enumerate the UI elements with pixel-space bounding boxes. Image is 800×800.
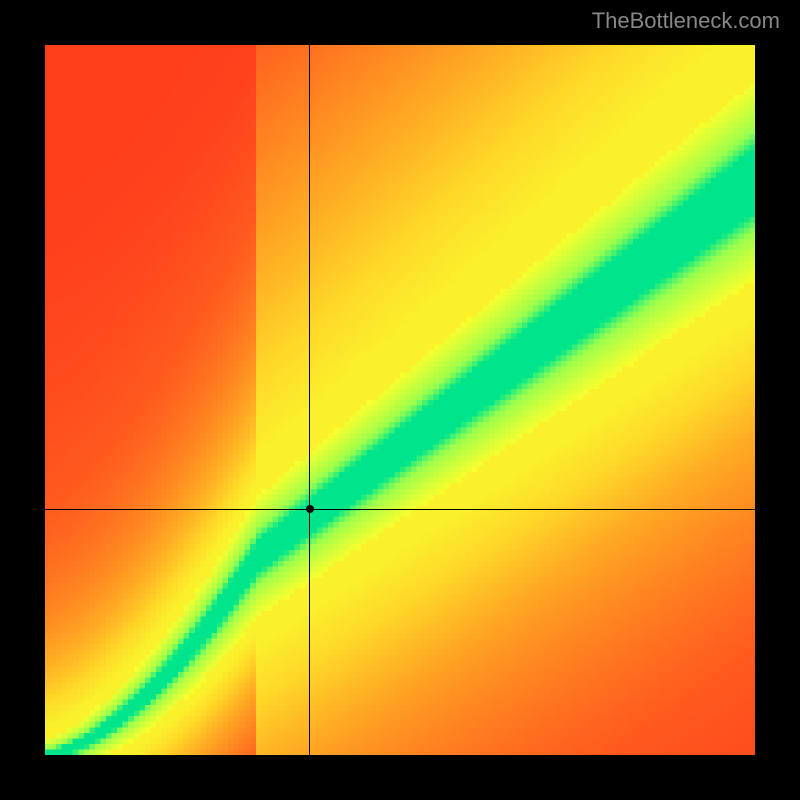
chart-container: TheBottleneck.com [0, 0, 800, 800]
marker-dot [306, 505, 314, 513]
watermark-text: TheBottleneck.com [592, 8, 780, 34]
crosshair-vertical [309, 45, 310, 755]
heatmap-canvas [45, 45, 755, 755]
crosshair-horizontal [45, 509, 755, 510]
plot-area [45, 45, 755, 755]
